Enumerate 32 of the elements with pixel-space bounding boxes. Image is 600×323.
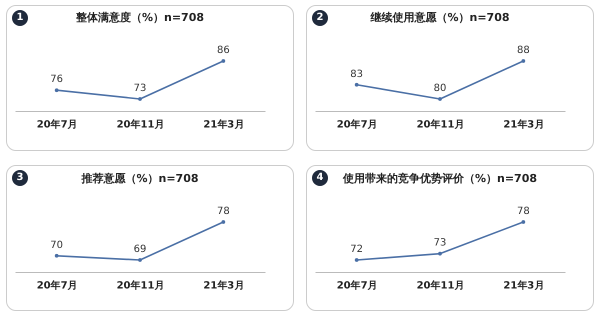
text: 2: [312, 10, 328, 26]
x-tick-label: 21年3月: [203, 118, 244, 130]
data-label: 69: [134, 244, 146, 255]
text: 1: [12, 10, 28, 26]
x-tick-label: 20年11月: [416, 118, 464, 130]
text: 3: [12, 170, 28, 186]
x-tick-label: 21年3月: [203, 280, 244, 292]
x-tick-label: 20年7月: [36, 280, 78, 292]
chart-title: 使用带来的竞争优势评价（%）n=708: [342, 172, 538, 185]
chart-title: 整体满意度（%）n=708: [74, 11, 204, 24]
data-label: 88: [516, 45, 530, 56]
data-label: 72: [350, 244, 364, 255]
x-tick-label: 20年7月: [336, 280, 378, 292]
data-label: 76: [50, 74, 64, 86]
data-label: 73: [434, 238, 446, 249]
chart-title: 推荐意愿（%）n=708: [80, 172, 199, 185]
data-label: 78: [516, 206, 530, 217]
data-label: 73: [134, 83, 146, 94]
x-tick-label: 20年11月: [416, 280, 464, 292]
data-label: 86: [216, 45, 230, 56]
chart-title: 继续使用意愿（%）n=708: [369, 11, 510, 24]
x-tick-label: 21年3月: [503, 118, 544, 130]
x-tick-label: 21年3月: [503, 280, 544, 292]
text: 4: [312, 170, 328, 186]
data-label: 70: [50, 240, 64, 251]
data-label: 78: [216, 206, 230, 217]
x-tick-label: 20年7月: [36, 118, 78, 130]
data-label: 83: [350, 68, 364, 80]
x-tick-label: 20年11月: [116, 118, 164, 130]
x-tick-label: 20年7月: [336, 118, 378, 130]
data-label: 80: [434, 83, 446, 94]
x-tick-label: 20年11月: [116, 280, 164, 292]
